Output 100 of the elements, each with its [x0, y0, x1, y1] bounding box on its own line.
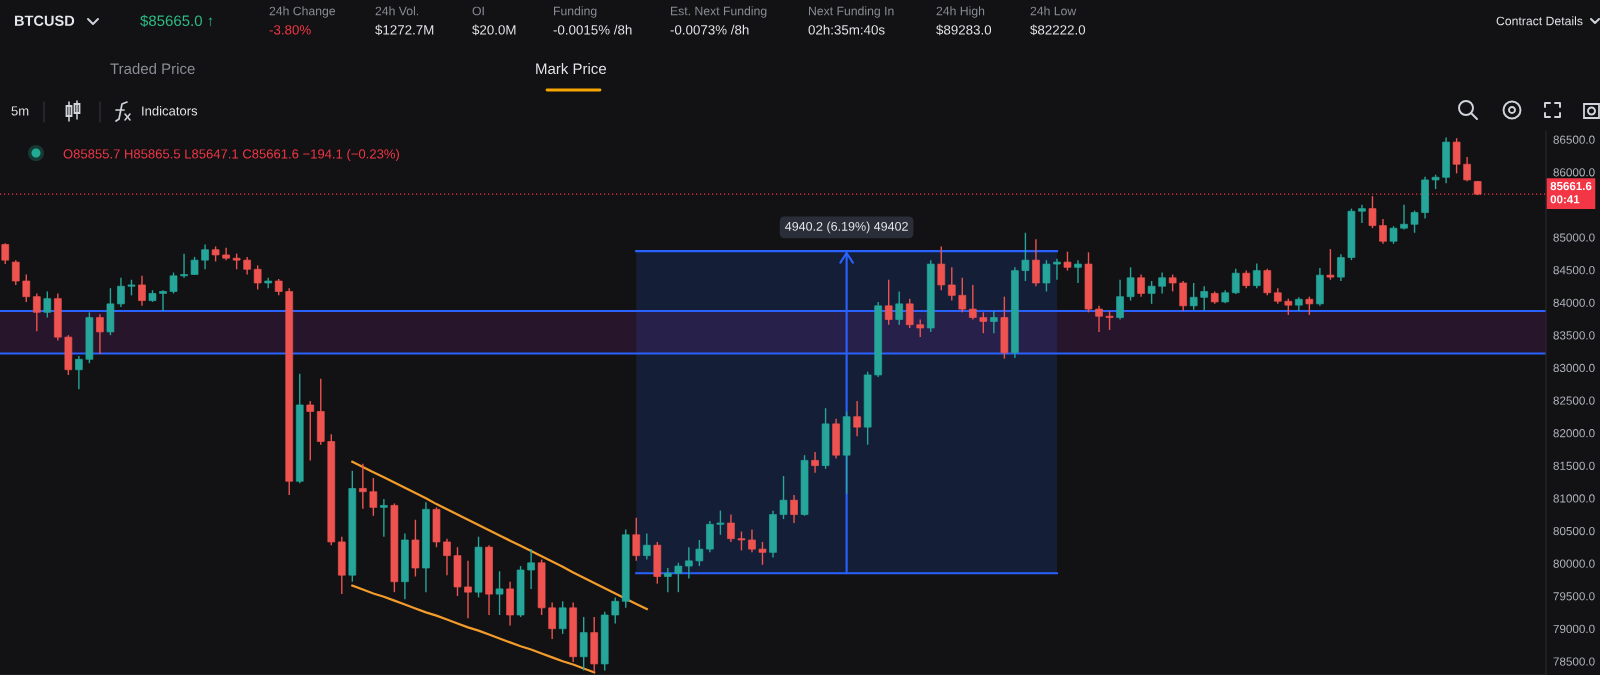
y-tick-label: 84500.0: [1553, 266, 1595, 275]
candlestick: [1042, 259, 1051, 293]
series-label: 4940.2 (6.19%) 49402: [785, 221, 908, 234]
candlestick: [253, 264, 262, 291]
text: 24h Vol.: [375, 6, 419, 16]
candlestick: [11, 259, 20, 286]
candlestick: [75, 355, 83, 390]
candlestick: [96, 313, 104, 355]
candlestick: [1137, 273, 1145, 298]
text: -0.0073% /8h: [670, 24, 749, 35]
candlestick: [947, 266, 956, 302]
candlestick: [1305, 295, 1314, 316]
y-tick-label: 79000.0: [1553, 624, 1595, 634]
text: Next Funding In: [809, 6, 894, 18]
text: 5m: [11, 106, 29, 116]
candlestick: [117, 277, 125, 308]
candlestick: [138, 275, 146, 307]
candlestick: [548, 601, 556, 640]
candlestick: [969, 284, 977, 321]
candlestick: [990, 310, 998, 334]
text: 24h Change: [269, 6, 336, 18]
y-tick-label: 80000.0: [1553, 559, 1595, 568]
candlestick: [32, 292, 41, 332]
candlestick: [1032, 238, 1040, 287]
candlestick: [674, 562, 683, 593]
candlestick: [811, 451, 819, 474]
y-tick-label: 82500.0: [1553, 396, 1595, 405]
candlestick: [1358, 204, 1366, 224]
text: -0.0015% /8h: [553, 24, 632, 35]
text: $89283.0: [936, 24, 992, 36]
y-tick-label: 85000.0: [1553, 233, 1595, 242]
candlestick: [43, 290, 52, 319]
candlestick: [180, 252, 188, 279]
candlestick: [1410, 209, 1419, 234]
candlestick: [737, 530, 746, 552]
text: $20.0M: [472, 24, 516, 36]
candlestick: [1021, 232, 1030, 282]
candlestick: [201, 243, 209, 270]
text: 02h:35m:40s: [808, 24, 885, 35]
text: -3.80%: [269, 25, 311, 35]
candlestick: [632, 517, 641, 562]
candlestick: [958, 277, 967, 314]
candlestick: [159, 289, 167, 312]
candlestick: [884, 279, 893, 326]
candlestick: [1189, 282, 1198, 311]
candlestick: [790, 494, 798, 524]
candlestick: [1337, 253, 1345, 282]
y-tick-label: 80500.0: [1553, 526, 1595, 536]
candlestick: [1074, 259, 1082, 284]
text: $85665.0 ↑: [140, 14, 213, 27]
text: Funding: [554, 6, 597, 18]
candlestick: [664, 567, 672, 593]
candlestick: [758, 541, 767, 566]
y-tick-label: 84000.0: [1553, 298, 1595, 307]
candlestick: [1116, 279, 1124, 321]
candlestick: [380, 498, 388, 538]
candlestick: [527, 548, 535, 590]
candlestick: [495, 570, 504, 616]
candlestick: [1368, 195, 1377, 229]
candlestick: [1200, 285, 1209, 312]
y-tick-label: 81000.0: [1553, 494, 1595, 503]
candlestick: [1231, 267, 1240, 295]
candlestick: [1326, 248, 1335, 281]
candlestick: [359, 462, 367, 510]
text: OI: [472, 6, 484, 16]
annotation: O85855.7 H85865.5 L85647.1 C85661.6 −194.1 (−0.23%): [63, 148, 399, 162]
candlestick: [22, 273, 31, 303]
y-tick-label: 86000.0: [1553, 168, 1595, 177]
candlestick: [1126, 266, 1135, 302]
candlestick: [1463, 156, 1471, 182]
candlestick: [369, 477, 378, 517]
candlestick: [1379, 218, 1387, 245]
y-tick-label: 82000.0: [1553, 429, 1595, 438]
text: Contract Details: [1496, 16, 1583, 26]
candlestick: [169, 271, 178, 295]
candlestick: [1105, 310, 1114, 331]
candlestick: [1179, 280, 1187, 312]
candlestick: [1053, 258, 1061, 281]
y-tick-label: 83500.0: [1553, 331, 1595, 340]
candlestick: [1, 242, 10, 265]
candlestick: [443, 537, 451, 576]
chart-title: BTCUSD: [14, 15, 75, 26]
text: Est. Next Funding: [671, 6, 767, 18]
line-series: [351, 460, 648, 611]
candlestick: [1095, 305, 1103, 333]
candlestick: [853, 400, 861, 437]
candlestick: [979, 311, 988, 334]
y-tick-label: 81500.0: [1553, 461, 1595, 470]
candlestick: [1147, 280, 1156, 305]
candlestick: [642, 532, 651, 561]
candlestick: [464, 560, 472, 619]
candlestick: [895, 290, 904, 326]
text: 24h Low: [1030, 6, 1077, 16]
candlestick: [937, 245, 946, 291]
candlestick: [1263, 267, 1272, 297]
candlestick: [685, 546, 693, 580]
candlestick: [1063, 250, 1072, 272]
text: $82222.0: [1030, 24, 1086, 36]
y-tick-label: 86500.0: [1553, 135, 1595, 144]
text: Mark Price: [536, 63, 607, 75]
